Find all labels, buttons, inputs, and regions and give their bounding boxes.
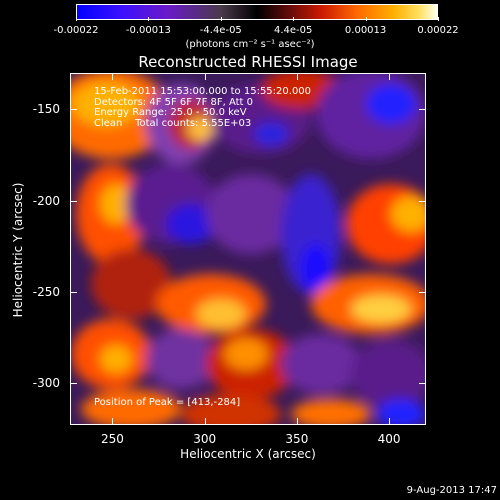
x-tick-mark [389,74,391,80]
x-tick-mark [204,418,206,424]
x-tick-mark [296,74,298,80]
x-tick-mark [112,74,114,80]
y-tick-label: -150 [32,102,60,117]
colorbar-tick-mark [76,17,77,21]
y-tick-mark [71,383,77,385]
colorbar-tick-mark [148,17,150,21]
y-tick-mark [419,291,425,293]
x-tick-mark [296,418,298,424]
plot-title: Reconstructed RHESSI Image [138,53,358,71]
y-tick-mark [419,383,425,385]
colorbar-tick-mark [220,17,222,21]
colorbar-tick-label: 0.00013 [344,25,387,36]
x-tick-mark [204,74,206,80]
x-tick-label: 300 [193,432,217,446]
peak-position: Position of Peak = [413,-284] [94,397,241,408]
y-axis-label: Heliocentric Y (arcsec) [11,182,25,318]
x-tick-mark [112,418,114,424]
colorbar-tick-label: -0.00022 [53,25,99,36]
colorbar-tick-mark [365,17,367,21]
x-tick-label: 400 [377,432,401,446]
y-tick-label: -200 [32,193,60,208]
timestamp: 9-Aug-2013 17:47 [406,485,497,496]
y-tick-mark [71,200,77,202]
y-tick-label: -250 [32,284,60,299]
colorbar-tick-label: 4.4e-05 [273,25,313,36]
y-tick-mark [419,109,425,111]
y-tick-label: -300 [32,376,60,391]
colorbar-units: (photons cm⁻² s⁻¹ asec⁻²) [185,39,315,50]
rhessi-image [70,73,426,425]
y-tick-mark [71,291,77,293]
colorbar-tick-mark [438,17,439,21]
colorbar-tick-label: 0.00022 [417,25,459,36]
colorbar-tick-label: -0.00013 [125,25,171,36]
y-tick-mark [71,109,77,111]
y-tick-mark [419,200,425,202]
colorbar-tick-mark [293,17,295,21]
observation-info: 15-Feb-2011 15:53:00.000 to 15:55:20.000… [94,86,312,129]
x-tick-mark [389,418,391,424]
colorbar-tick-label: -4.4e-05 [199,25,242,36]
x-axis-label: Heliocentric X (arcsec) [180,447,316,461]
x-tick-label: 350 [285,432,309,446]
colorbar [76,4,438,20]
x-tick-label: 250 [100,432,124,446]
image-blobs [71,74,425,424]
